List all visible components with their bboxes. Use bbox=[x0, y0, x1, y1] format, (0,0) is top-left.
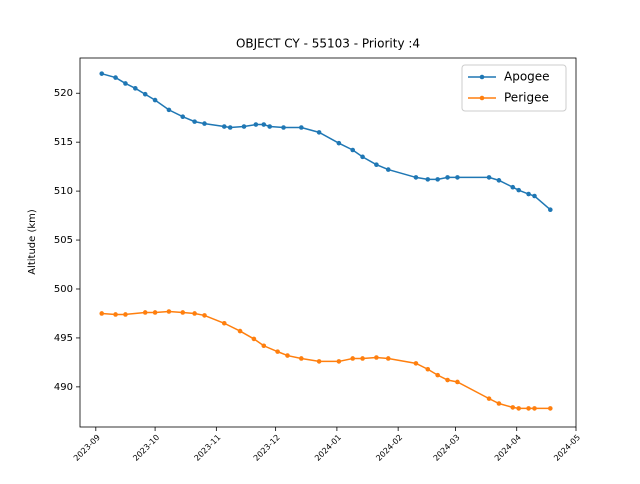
data-point bbox=[299, 356, 304, 361]
y-tick-label: 505 bbox=[54, 235, 73, 246]
data-point bbox=[275, 349, 280, 354]
data-point bbox=[374, 162, 379, 167]
data-point bbox=[486, 175, 492, 180]
data-point bbox=[180, 310, 186, 315]
data-point bbox=[316, 130, 322, 135]
data-point bbox=[350, 147, 356, 153]
data-point bbox=[496, 178, 502, 183]
data-point bbox=[425, 177, 431, 182]
y-axis-label: Altitude (km) bbox=[27, 209, 38, 275]
data-point bbox=[516, 406, 521, 411]
data-point bbox=[113, 312, 118, 317]
data-point bbox=[261, 122, 267, 127]
data-point bbox=[285, 353, 290, 358]
data-point bbox=[202, 313, 207, 318]
data-point bbox=[385, 356, 391, 361]
data-point bbox=[237, 328, 243, 334]
data-point bbox=[526, 191, 531, 197]
data-point bbox=[336, 140, 342, 146]
series-line bbox=[101, 310, 551, 410]
data-point bbox=[142, 91, 148, 97]
y-tick-label: 500 bbox=[54, 284, 73, 295]
data-point bbox=[166, 309, 172, 314]
plot-frame bbox=[79, 57, 577, 428]
y-tick-label: 510 bbox=[54, 186, 73, 197]
data-point bbox=[299, 125, 304, 130]
data-point bbox=[192, 119, 197, 124]
data-point bbox=[336, 359, 342, 364]
data-point bbox=[142, 310, 148, 315]
legend-label: Apogee bbox=[504, 70, 550, 84]
data-point bbox=[526, 406, 531, 411]
data-point bbox=[227, 125, 233, 130]
y-tick-label: 520 bbox=[54, 88, 73, 99]
data-point bbox=[253, 122, 259, 127]
y-tick-label: 490 bbox=[54, 382, 73, 393]
data-point bbox=[316, 359, 322, 364]
data-point bbox=[166, 107, 172, 113]
data-point bbox=[221, 320, 227, 326]
data-point bbox=[374, 355, 379, 360]
data-point bbox=[516, 187, 521, 193]
data-point bbox=[152, 97, 158, 103]
data-point bbox=[548, 406, 553, 411]
data-point bbox=[123, 81, 128, 86]
data-point bbox=[133, 86, 138, 91]
y-tick-label: 495 bbox=[54, 333, 73, 344]
data-point bbox=[113, 75, 118, 80]
data-point bbox=[455, 379, 460, 385]
data-point bbox=[532, 406, 537, 411]
data-point bbox=[267, 124, 273, 129]
data-point bbox=[413, 361, 419, 366]
data-point bbox=[99, 71, 105, 76]
data-point bbox=[532, 193, 537, 199]
data-point bbox=[510, 405, 516, 410]
data-point bbox=[548, 207, 553, 213]
data-point bbox=[251, 336, 257, 342]
data-point bbox=[180, 114, 186, 120]
legend-marker bbox=[479, 74, 485, 80]
data-point bbox=[455, 175, 460, 180]
data-point bbox=[435, 177, 440, 182]
data-point bbox=[360, 356, 365, 361]
data-point bbox=[202, 121, 207, 126]
data-point bbox=[510, 184, 516, 190]
legend-marker bbox=[479, 95, 485, 101]
data-point bbox=[123, 312, 128, 317]
data-point bbox=[445, 175, 450, 180]
data-point bbox=[152, 310, 158, 315]
data-point bbox=[385, 167, 391, 172]
data-point bbox=[281, 125, 286, 130]
data-point bbox=[486, 396, 492, 401]
data-point bbox=[445, 377, 450, 383]
y-tick-label: 515 bbox=[54, 137, 73, 148]
data-point bbox=[496, 401, 502, 406]
data-point bbox=[413, 175, 419, 180]
data-point bbox=[192, 311, 197, 316]
data-point bbox=[241, 124, 247, 129]
legend-label: Perigee bbox=[504, 91, 549, 105]
data-point bbox=[221, 124, 227, 129]
data-point bbox=[261, 343, 267, 349]
chart-title: OBJECT CY - 55103 - Priority :4 bbox=[236, 37, 420, 51]
data-point bbox=[350, 356, 356, 361]
data-point bbox=[99, 311, 105, 316]
data-point bbox=[435, 372, 440, 378]
data-point bbox=[425, 366, 431, 372]
data-point bbox=[360, 154, 365, 160]
